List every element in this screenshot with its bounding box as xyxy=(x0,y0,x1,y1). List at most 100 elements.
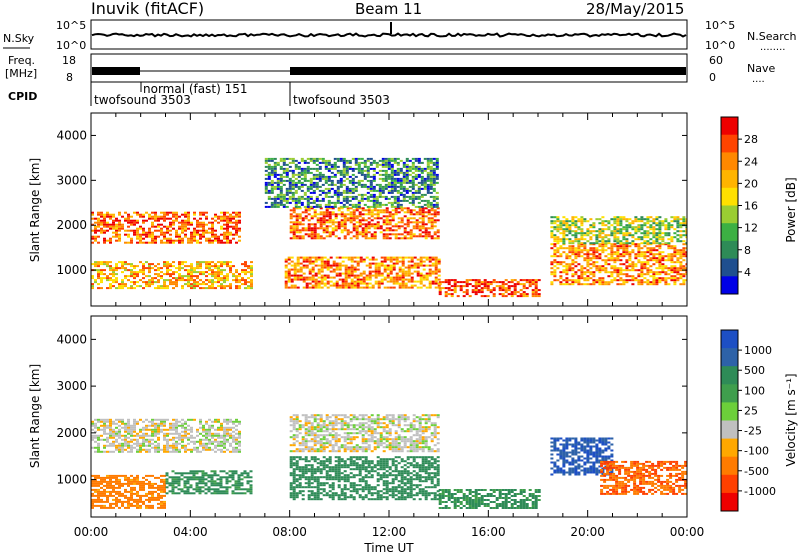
power-cell xyxy=(350,268,354,271)
power-cell xyxy=(97,219,100,222)
power-cell xyxy=(270,169,274,172)
power-cell xyxy=(673,269,677,272)
power-cell xyxy=(328,211,332,214)
velocity-cell xyxy=(334,438,338,441)
nave-legend: .... xyxy=(752,74,765,85)
power-cell xyxy=(377,286,381,289)
velocity-cell xyxy=(154,422,157,425)
power-cell xyxy=(330,205,334,208)
power-cell xyxy=(571,259,575,262)
power-cell xyxy=(148,263,151,266)
cpid-segment-1: twofsound 3503 xyxy=(94,93,191,107)
power-cell xyxy=(598,271,602,274)
power-cell xyxy=(586,228,590,231)
power-cell xyxy=(534,295,538,298)
power-cell xyxy=(178,275,181,278)
power-cell xyxy=(297,175,301,178)
velocity-cell xyxy=(370,430,374,433)
power-cell xyxy=(353,276,357,279)
power-cell xyxy=(619,277,623,280)
power-cell xyxy=(373,235,377,238)
power-cell xyxy=(386,258,390,261)
velocity-cell xyxy=(151,446,154,449)
power-cell xyxy=(658,251,662,254)
power-cell xyxy=(373,223,377,226)
power-cell xyxy=(356,260,360,263)
power-cell xyxy=(335,280,339,283)
power-cell xyxy=(583,267,587,270)
power-cell xyxy=(577,255,581,258)
power-cell xyxy=(420,171,424,174)
power-cell xyxy=(550,261,554,264)
power-cell xyxy=(429,183,433,186)
power-cell xyxy=(429,165,433,168)
power-cell xyxy=(115,223,118,226)
power-cell xyxy=(433,215,437,218)
power-cell xyxy=(276,203,280,206)
velocity-cell xyxy=(307,426,311,429)
power-cell xyxy=(507,285,511,288)
power-cell xyxy=(664,232,668,235)
power-cell xyxy=(423,169,427,172)
power-cell xyxy=(220,239,223,242)
power-cell xyxy=(294,185,298,188)
power-cell xyxy=(100,219,103,222)
power-cell xyxy=(360,185,364,188)
power-cell xyxy=(244,273,247,276)
power-cell xyxy=(181,213,184,216)
power-cell xyxy=(426,163,430,166)
velocity-cell xyxy=(175,440,178,443)
power-cell xyxy=(163,241,166,244)
power-cell xyxy=(556,261,560,264)
power-cell xyxy=(428,286,432,289)
power-cell xyxy=(151,279,154,282)
power-cell xyxy=(361,207,365,210)
velocity-cell xyxy=(184,430,187,433)
velocity-cell xyxy=(130,450,133,453)
power-cell xyxy=(364,233,368,236)
power-cell xyxy=(640,238,644,241)
velocity-cell xyxy=(181,418,184,421)
power-cell xyxy=(649,220,653,223)
power-cell xyxy=(357,183,361,186)
power-cell xyxy=(226,275,229,278)
power-cell xyxy=(670,247,674,250)
power-cell xyxy=(306,157,310,160)
velocity-cell xyxy=(334,442,338,445)
power-cell xyxy=(598,243,602,246)
power-cell xyxy=(388,227,392,230)
power-cell xyxy=(175,217,178,220)
power-cell xyxy=(282,175,286,178)
power-cell xyxy=(565,234,569,237)
velocity-cell xyxy=(196,450,199,453)
velocity-cell xyxy=(97,420,100,423)
power-cell xyxy=(414,189,418,192)
power-cell xyxy=(374,274,378,277)
power-cell xyxy=(270,205,274,208)
power-cell xyxy=(148,267,151,270)
velocity-cell xyxy=(154,432,157,435)
velocity-cell xyxy=(328,416,332,419)
power-cell xyxy=(223,237,226,240)
power-cell xyxy=(184,227,187,230)
power-cell xyxy=(349,213,353,216)
velocity-cell xyxy=(223,444,226,447)
velocity-cell xyxy=(292,422,296,425)
power-cell xyxy=(649,249,653,252)
power-cell xyxy=(91,223,94,226)
power-cell xyxy=(139,233,142,236)
power-cell xyxy=(655,283,659,286)
power-cell xyxy=(264,183,268,186)
power-cell xyxy=(522,287,526,290)
power-cell xyxy=(592,230,596,233)
velocity-cell xyxy=(103,432,106,435)
power-cell xyxy=(625,275,629,278)
power-cell xyxy=(419,264,423,267)
power-cell xyxy=(664,220,668,223)
power-cell xyxy=(383,260,387,263)
power-cell xyxy=(375,203,379,206)
power-cell xyxy=(640,273,644,276)
power-cell xyxy=(418,229,422,232)
power-cell xyxy=(342,195,346,198)
power-cell xyxy=(302,266,306,269)
